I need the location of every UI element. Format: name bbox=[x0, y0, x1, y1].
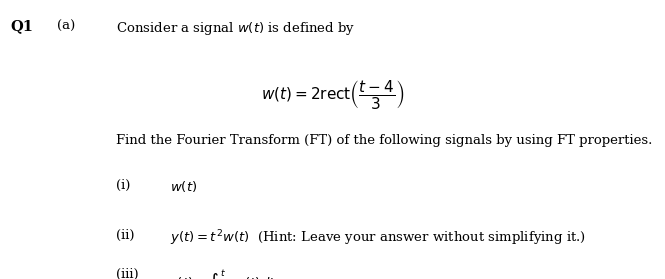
Text: $w(t) = 2\mathrm{rect}\left(\dfrac{t-4}{3}\right)$: $w(t) = 2\mathrm{rect}\left(\dfrac{t-4}{… bbox=[261, 78, 404, 111]
Text: Find the Fourier Transform (FT) of the following signals by using FT properties.: Find the Fourier Transform (FT) of the f… bbox=[116, 134, 653, 147]
Text: (a): (a) bbox=[57, 20, 74, 33]
Text: $y(t) = t^2w(t)$  (Hint: Leave your answer without simplifying it.): $y(t) = t^2w(t)$ (Hint: Leave your answe… bbox=[170, 229, 585, 248]
Text: (i): (i) bbox=[116, 179, 131, 192]
Text: Q1: Q1 bbox=[10, 20, 33, 33]
Text: (ii): (ii) bbox=[116, 229, 135, 242]
Text: $s(t) = \int_{-\infty}^{t} w(t)dt$: $s(t) = \int_{-\infty}^{t} w(t)dt$ bbox=[170, 268, 276, 279]
Text: $w(t)$: $w(t)$ bbox=[170, 179, 197, 194]
Text: Consider a signal $w(t)$ is defined by: Consider a signal $w(t)$ is defined by bbox=[116, 20, 356, 37]
Text: (iii): (iii) bbox=[116, 268, 139, 279]
